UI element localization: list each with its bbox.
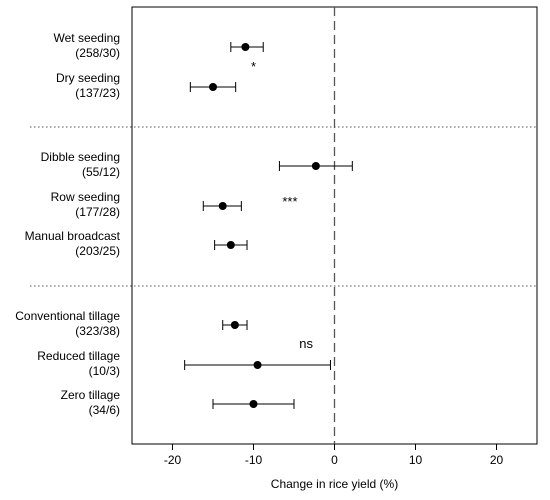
row-sample-size: (258/30) xyxy=(75,46,120,60)
x-tick-label: 10 xyxy=(409,453,423,467)
estimate-row: Zero tillage(34/6) xyxy=(61,388,295,417)
x-tick-label: -10 xyxy=(245,453,263,467)
significance-marker: ns xyxy=(299,336,313,351)
x-axis: -20 -10 0 10 20 xyxy=(164,444,504,467)
x-tick-label: 20 xyxy=(490,453,504,467)
row-sample-size: (10/3) xyxy=(89,364,120,378)
row-label: Zero tillage xyxy=(61,388,121,402)
row-label: Manual broadcast xyxy=(25,229,121,243)
x-tick-label: 0 xyxy=(331,453,338,467)
group-separators xyxy=(30,126,537,287)
row-label: Dry seeding xyxy=(56,71,120,85)
row-sample-size: (137/23) xyxy=(75,86,120,100)
x-tick-label: -20 xyxy=(164,453,182,467)
row-label: Dibble seeding xyxy=(41,150,120,164)
estimate-row: Row seeding(177/28) xyxy=(51,190,242,219)
significance-marker: *** xyxy=(282,194,297,209)
estimate-row: Reduced tillage(10/3) xyxy=(37,349,331,378)
estimate-row: Wet seeding(258/30) xyxy=(54,31,264,60)
estimate-rows: Wet seeding(258/30) Dry seeding(137/23) Di… xyxy=(15,31,353,417)
row-label: Conventional tillage xyxy=(15,309,120,323)
estimate-row: Conventional tillage(323/38) xyxy=(15,309,248,338)
row-label: Row seeding xyxy=(51,190,120,204)
estimate-row: Dibble seeding(55/12) xyxy=(41,150,353,179)
row-label: Reduced tillage xyxy=(37,349,120,363)
mean-point xyxy=(230,321,239,329)
mean-point xyxy=(209,83,217,91)
mean-point xyxy=(241,43,250,51)
row-sample-size: (55/12) xyxy=(82,165,120,179)
estimate-row: Dry seeding(137/23) xyxy=(56,71,237,100)
mean-point xyxy=(226,241,235,249)
row-sample-size: (177/28) xyxy=(75,205,120,219)
row-sample-size: (203/25) xyxy=(75,244,120,258)
mean-point xyxy=(253,361,262,369)
mean-point xyxy=(249,400,258,408)
significance-markers: ****ns xyxy=(251,59,314,351)
row-sample-size: (323/38) xyxy=(75,324,120,338)
significance-marker: * xyxy=(251,59,256,74)
row-label: Wet seeding xyxy=(54,31,121,45)
estimate-row: Manual broadcast(203/25) xyxy=(25,229,248,258)
x-axis-title: Change in rice yield (%) xyxy=(271,477,398,491)
row-sample-size: (34/6) xyxy=(89,403,120,417)
mean-point xyxy=(218,202,227,210)
mean-point xyxy=(311,162,320,170)
